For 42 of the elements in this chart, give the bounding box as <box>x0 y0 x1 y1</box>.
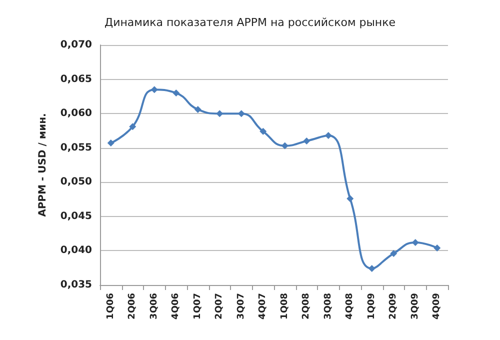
x-tick-label: 3Q07 <box>236 293 246 320</box>
x-tick-label: 2Q08 <box>302 293 312 320</box>
x-tick-label: 2Q07 <box>214 293 225 320</box>
y-tick-label: 0,055 <box>60 142 92 154</box>
x-tick-label: 2Q09 <box>388 293 399 320</box>
point <box>172 90 180 96</box>
y-tick-label: 0,040 <box>60 245 92 256</box>
point <box>346 195 354 202</box>
x-tick-label: 2Q06 <box>128 293 138 320</box>
x-tick-label: 4Q09 <box>432 293 442 320</box>
point <box>129 123 136 130</box>
y-axis-title: APPM - USD / мин. <box>38 113 48 217</box>
x-tick-label: 4Q08 <box>345 293 356 320</box>
point <box>281 142 288 150</box>
point <box>390 250 398 257</box>
x-tick-label: 4Q07 <box>258 293 268 320</box>
point <box>216 110 224 118</box>
y-tick-label: 0,060 <box>60 108 92 120</box>
point <box>303 138 310 144</box>
point <box>260 128 267 135</box>
point <box>107 140 114 147</box>
x-tick-label: 1Q09 <box>366 293 377 320</box>
point <box>412 238 419 246</box>
x-tick-label: 3Q08 <box>323 293 334 320</box>
point <box>238 110 245 118</box>
x-tick-label: 4Q06 <box>171 293 182 320</box>
point <box>324 132 332 140</box>
x-tick-label: 3Q09 <box>410 293 420 320</box>
x-tick-label: 1Q08 <box>280 293 290 320</box>
x-tick-label: 1Q06 <box>106 293 116 320</box>
chart-title: Динамика показателя APPM на российском рынке <box>104 16 396 29</box>
y-tick-label: 0,070 <box>60 40 92 50</box>
x-tick-label: 1Q07 <box>192 293 203 320</box>
point <box>434 244 441 252</box>
point <box>194 106 202 113</box>
y-tick-label: 0,035 <box>60 280 92 290</box>
x-tick-label: 3Q06 <box>149 293 160 320</box>
point <box>150 86 158 94</box>
y-tick-label: 0,045 <box>60 210 92 222</box>
point <box>368 265 376 272</box>
y-tick-label: 0,065 <box>60 74 92 85</box>
y-tick-label: 0,050 <box>60 176 92 188</box>
